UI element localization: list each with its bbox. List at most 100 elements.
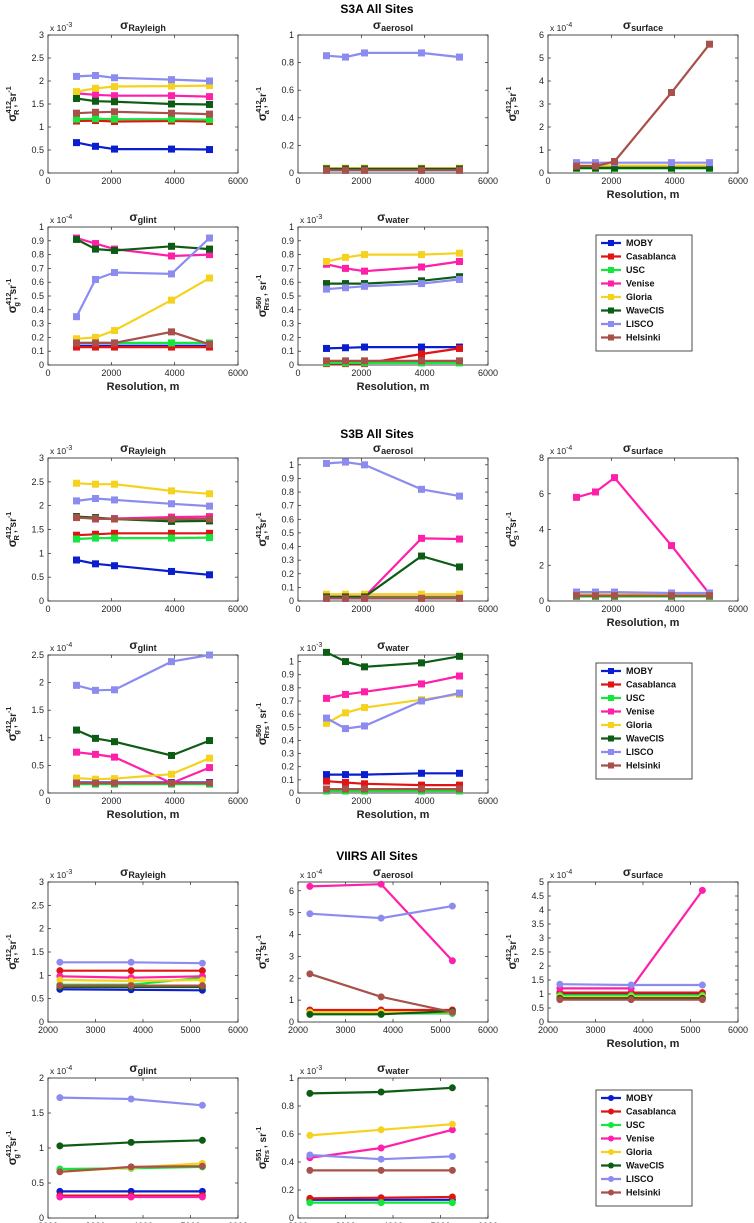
x-tick-label: 6000 bbox=[478, 1025, 498, 1035]
data-point bbox=[56, 1168, 64, 1176]
data-point bbox=[198, 1193, 206, 1201]
data-point bbox=[418, 49, 425, 57]
data-point bbox=[323, 344, 330, 352]
legend-item-casablanca: Casablanca bbox=[601, 252, 677, 262]
data-point bbox=[73, 88, 80, 96]
y-tick-label: 0.5 bbox=[31, 145, 44, 155]
x-tick-label: 4000 bbox=[383, 1221, 403, 1223]
y-tick-label: 0.9 bbox=[281, 670, 294, 680]
data-point bbox=[456, 249, 463, 257]
y-tick-label: 0.4 bbox=[281, 113, 294, 123]
data-point bbox=[377, 1166, 385, 1174]
data-point bbox=[592, 488, 599, 496]
series-helsinki bbox=[556, 996, 706, 1004]
x-tick-label: 4000 bbox=[415, 796, 435, 806]
y-exponent-label: x 10-3 bbox=[300, 1065, 322, 1076]
data-point bbox=[706, 159, 713, 167]
data-point bbox=[168, 770, 175, 778]
legend-label: MOBY bbox=[626, 1093, 653, 1103]
x-tick-label: 2000 bbox=[601, 604, 621, 614]
data-point bbox=[418, 357, 425, 365]
x-tick-label: 3000 bbox=[85, 1221, 105, 1223]
data-point bbox=[92, 515, 99, 523]
data-point bbox=[448, 1126, 456, 1134]
data-point bbox=[198, 1101, 206, 1109]
data-point bbox=[456, 53, 463, 61]
data-point bbox=[323, 777, 330, 785]
y-tick-label: 0.6 bbox=[281, 514, 294, 524]
axes-box bbox=[547, 34, 739, 174]
axes-box bbox=[297, 881, 489, 1023]
y-tick-label: 1 bbox=[289, 222, 294, 232]
y-tick-label: 0.7 bbox=[281, 263, 294, 273]
y-axis-label: σ412R, sr-1 bbox=[4, 934, 21, 970]
legend-item-helsinki: Helsinki bbox=[601, 333, 661, 343]
y-tick-label: 3 bbox=[539, 99, 544, 109]
data-point bbox=[342, 771, 349, 779]
x-axis-label: Resolution, m bbox=[357, 809, 430, 821]
y-tick-label: 0.7 bbox=[281, 501, 294, 511]
y-tick-label: 2 bbox=[39, 678, 44, 688]
legend-item-venise: Venise bbox=[601, 707, 655, 717]
y-tick-label: 1 bbox=[289, 995, 294, 1005]
data-point bbox=[342, 778, 349, 786]
series-wavecis bbox=[306, 1084, 456, 1097]
data-point bbox=[456, 785, 463, 793]
panel-title: σaerosol bbox=[373, 865, 413, 880]
x-tick-label: 4000 bbox=[165, 176, 185, 186]
data-point bbox=[323, 594, 330, 602]
data-point bbox=[306, 910, 314, 918]
x-tick-label: 6000 bbox=[228, 1221, 248, 1223]
data-point bbox=[111, 480, 118, 488]
series-lisco bbox=[306, 902, 456, 922]
legend-label: MOBY bbox=[626, 666, 653, 676]
data-point bbox=[306, 1131, 314, 1139]
legend-item-casablanca: Casablanca bbox=[601, 1107, 677, 1117]
data-point bbox=[456, 258, 463, 265]
data-point bbox=[73, 72, 80, 80]
series-helsinki bbox=[56, 982, 206, 990]
y-tick-label: 0.8 bbox=[281, 58, 294, 68]
panel-s3a-surface: 0 1 2 3 4 5 6 0 2000 4000 6000 x 10-4 σsurface σ412S,… bbox=[504, 18, 748, 201]
data-point bbox=[342, 594, 349, 602]
legend-item-wavecis: WaveCIS bbox=[601, 734, 664, 744]
panel-s3a-water: 0 0.1 0.2 0.3 0.4 0.5 0.6 0.7 0.8 0.9 1 0 2000 4000 60… bbox=[254, 210, 498, 393]
y-tick-label: 1 bbox=[39, 970, 44, 980]
data-point bbox=[92, 91, 99, 99]
series-wavecis bbox=[323, 648, 463, 671]
y-tick-label: 2 bbox=[289, 973, 294, 983]
data-point bbox=[206, 515, 213, 523]
panel-title: σsurface bbox=[623, 865, 663, 880]
legend-item-moby: MOBY bbox=[601, 238, 653, 248]
y-tick-label: 0.6 bbox=[281, 1129, 294, 1139]
data-point bbox=[111, 92, 118, 100]
y-tick-label: 6 bbox=[539, 489, 544, 499]
x-tick-label: 2000 bbox=[38, 1221, 58, 1223]
data-point bbox=[448, 1199, 456, 1207]
y-tick-label: 2.5 bbox=[31, 477, 44, 487]
x-tick-label: 0 bbox=[295, 368, 300, 378]
data-point bbox=[111, 339, 118, 347]
data-point bbox=[361, 688, 368, 696]
y-tick-label: 2 bbox=[539, 122, 544, 132]
data-point bbox=[342, 53, 349, 61]
data-point bbox=[206, 651, 213, 659]
x-tick-label: 0 bbox=[545, 604, 550, 614]
series-lisco bbox=[556, 980, 706, 989]
data-point bbox=[111, 83, 118, 91]
data-point bbox=[323, 714, 330, 722]
y-tick-label: 1 bbox=[289, 657, 294, 667]
y-axis-label: σ551Rrs, sr-1 bbox=[254, 1127, 271, 1170]
data-point bbox=[418, 343, 425, 351]
data-point bbox=[73, 109, 80, 117]
legend-swatch-marker bbox=[608, 668, 614, 674]
legend-swatch-marker bbox=[608, 681, 614, 688]
x-tick-label: 2000 bbox=[101, 176, 121, 186]
y-tick-label: 5 bbox=[539, 53, 544, 63]
x-tick-label: 6000 bbox=[478, 604, 498, 614]
x-tick-label: 0 bbox=[45, 604, 50, 614]
data-point bbox=[127, 982, 135, 990]
data-point bbox=[361, 166, 368, 174]
legend-item-usc: USC bbox=[601, 693, 646, 703]
x-tick-label: 5000 bbox=[430, 1221, 450, 1223]
